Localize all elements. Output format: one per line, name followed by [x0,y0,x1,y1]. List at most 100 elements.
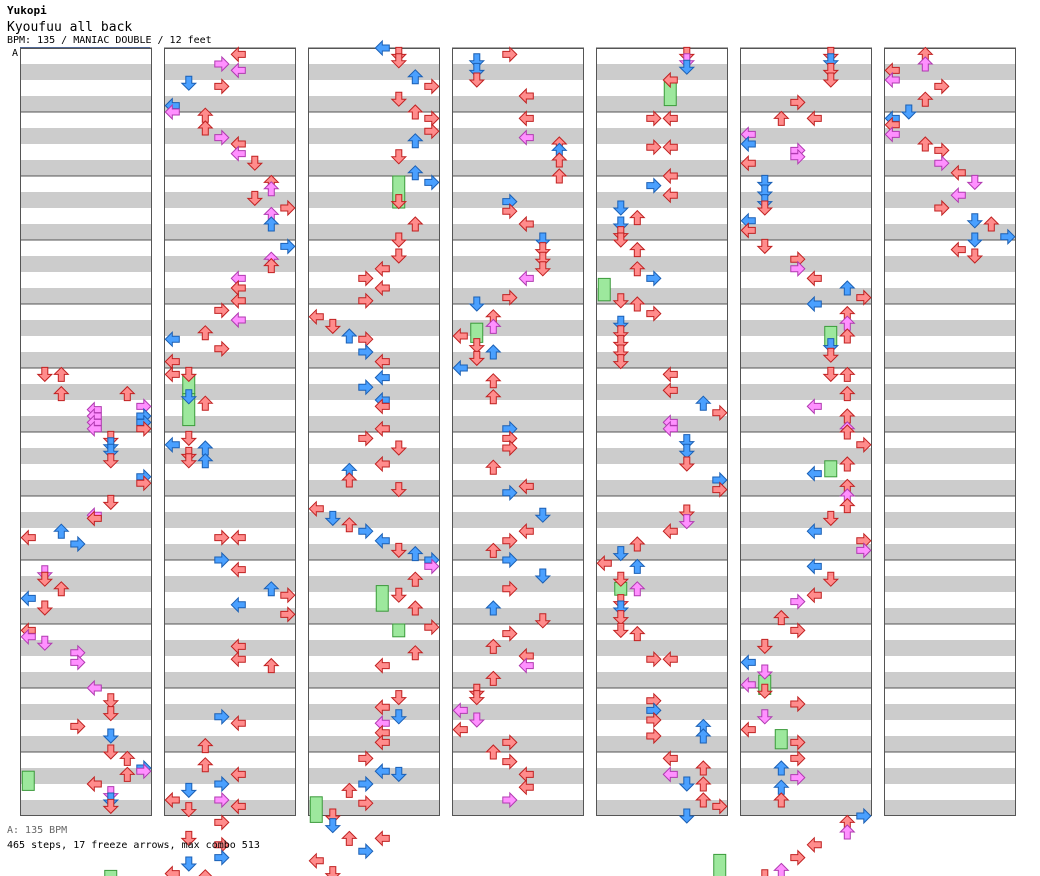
step-arrow [70,654,86,671]
step-arrow [280,586,296,604]
beat-stripe [164,432,296,448]
step-arrow [390,194,408,210]
beat-stripe [20,528,152,544]
step-arrow [164,330,180,348]
beat-stripe [308,480,440,496]
step-arrow [822,347,840,363]
step-arrow [756,200,774,216]
step-arrow [773,862,790,876]
beat-stripe [884,352,1016,368]
beat-stripe [20,192,152,208]
step-arrow [712,798,728,815]
beat-stripe [308,576,440,592]
beat-stripe [164,624,296,640]
step-arrow [324,818,342,834]
beat-stripe [740,768,872,784]
step-arrow [518,110,534,127]
beat-stripe [20,608,152,624]
beat-stripe [308,272,440,288]
step-arrow [468,712,486,728]
beat-stripe [596,144,728,160]
step-arrow [839,280,856,296]
beat-stripe [164,272,296,288]
beat-stripe [884,496,1016,512]
step-arrow [695,395,712,411]
beat-stripe [452,592,584,608]
beat-stripe [308,544,440,560]
beat-stripe [884,272,1016,288]
beat-stripe [308,752,440,768]
beat-stripe [884,752,1016,768]
step-arrow [424,558,440,575]
beat-stripe [308,736,440,752]
beat-stripe [884,48,1016,64]
step-arrow [136,762,152,780]
step-arrow [341,517,358,533]
step-arrow [950,241,966,258]
beat-stripe [740,416,872,432]
beat-stripe [884,576,1016,592]
step-arrow [822,72,840,88]
step-arrow [180,856,198,872]
beat-stripe [308,112,440,128]
step-arrow [180,453,198,469]
step-arrow [629,625,646,642]
beat-stripe [452,736,584,752]
step-arrow [856,542,872,559]
beat-stripe [308,416,440,432]
beat-stripe [596,112,728,128]
beat-stripe [452,608,584,624]
step-arrow [612,622,630,639]
beat-stripe [596,480,728,496]
beat-stripe [596,48,728,64]
chart-column [164,47,296,816]
step-arrow [374,830,390,847]
beat-stripe [884,240,1016,256]
step-arrow [966,232,984,248]
step-arrow [424,618,440,636]
beat-stripe [596,768,728,784]
beat-stripe [740,112,872,128]
beat-stripe [164,768,296,784]
step-arrow [197,325,214,341]
beat-stripe [164,336,296,352]
beat-stripe [164,224,296,240]
beat-stripe [20,128,152,144]
beat-stripe [884,672,1016,688]
beat-stripe [20,688,152,704]
beat-stripe [164,368,296,384]
beat-stripe [308,96,440,112]
chart-column [452,47,584,816]
beat-stripe [20,576,152,592]
beat-stripe [308,208,440,224]
beat-stripe [884,480,1016,496]
step-arrow [390,690,408,706]
beat-stripe [308,48,440,64]
chart-column [596,47,728,816]
step-arrow [612,293,630,309]
step-arrow [390,709,408,725]
beat-stripe [452,208,584,224]
beat-stripe [452,112,584,128]
beat-stripe [884,400,1016,416]
beat-stripe [20,144,152,160]
step-arrow [341,782,358,798]
step-arrow [407,545,424,562]
step-arrow [230,798,246,815]
beat-stripe [740,240,872,256]
beat-stripe [596,304,728,320]
beat-stripe [308,464,440,480]
beat-stripe [20,464,152,480]
step-arrow [596,554,612,572]
step-arrow [662,110,678,127]
beat-stripe [884,256,1016,272]
step-arrow [485,389,502,405]
beat-stripe [308,384,440,400]
step-arrow [214,708,230,726]
beat-stripe [740,224,872,240]
beat-stripe [20,416,152,432]
beat-stripe [20,288,152,304]
beat-stripe [740,528,872,544]
beat-stripe [308,608,440,624]
step-arrow [612,200,630,216]
